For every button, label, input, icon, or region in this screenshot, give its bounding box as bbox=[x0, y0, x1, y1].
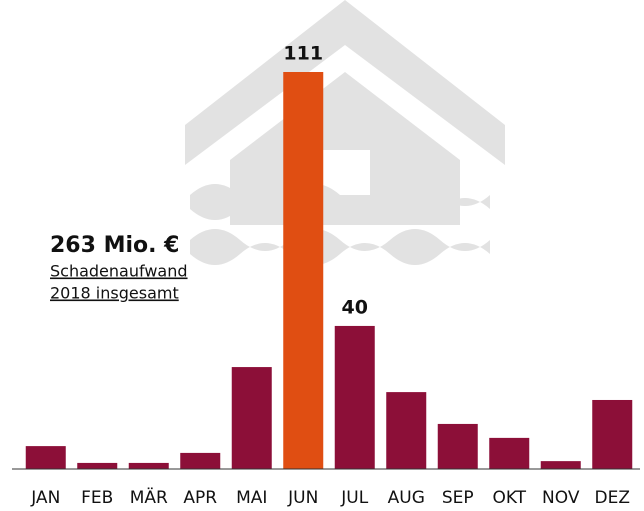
value-label: 111 bbox=[283, 43, 323, 65]
chart: 263 Mio. € Schadenaufwand 2018 insgesamt… bbox=[0, 0, 644, 511]
x-tick-label: JAN bbox=[30, 488, 60, 508]
x-tick-label: OKT bbox=[492, 488, 526, 508]
x-tick-label: APR bbox=[183, 488, 217, 508]
x-tick-label: JUL bbox=[340, 488, 368, 508]
x-tick-label: SEP bbox=[442, 488, 474, 508]
bar bbox=[129, 463, 169, 469]
x-tick-label: AUG bbox=[388, 488, 425, 508]
annotation-line: 2018 insgesamt bbox=[50, 284, 179, 303]
x-tick-label: MAI bbox=[236, 488, 267, 508]
bar bbox=[541, 461, 581, 469]
bar bbox=[232, 367, 272, 469]
x-tick-label: MÄR bbox=[130, 487, 168, 508]
bar bbox=[26, 446, 66, 469]
bar bbox=[592, 400, 632, 469]
bar bbox=[386, 392, 426, 469]
bar bbox=[438, 424, 478, 469]
bar bbox=[283, 72, 323, 469]
annotation-title: 263 Mio. € bbox=[50, 233, 179, 258]
bar bbox=[77, 463, 117, 469]
x-tick-label: JUN bbox=[287, 488, 318, 508]
x-tick-label: DEZ bbox=[595, 488, 630, 508]
annotation-line: Schadenaufwand bbox=[50, 262, 188, 281]
bar bbox=[180, 453, 220, 469]
bar bbox=[335, 326, 375, 469]
x-tick-label: NOV bbox=[542, 488, 580, 508]
x-tick-label: FEB bbox=[81, 488, 113, 508]
page: {"chart_data": {"type": "bar", "categori… bbox=[0, 0, 644, 511]
house-icon bbox=[185, 0, 505, 265]
value-label: 40 bbox=[342, 296, 368, 318]
bar bbox=[489, 438, 529, 469]
